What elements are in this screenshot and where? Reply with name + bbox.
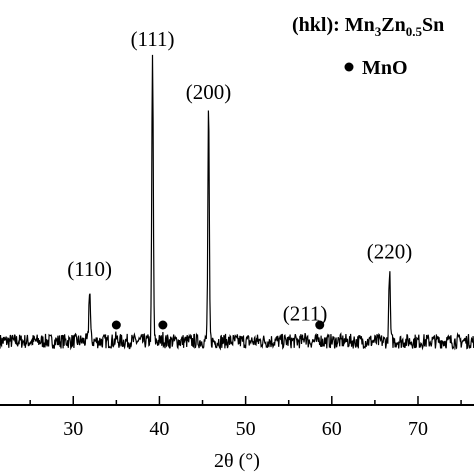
legend-dot-icon — [344, 62, 354, 72]
xrd-pattern — [0, 54, 474, 351]
x-tick-label: 50 — [236, 418, 256, 440]
x-tick-label: 40 — [149, 418, 169, 440]
x-axis-ticks: 30 40 50 60 70 — [29, 396, 462, 440]
peak-label: (111) — [131, 27, 175, 51]
impurity-markers — [111, 320, 325, 330]
x-tick-label: 60 — [322, 418, 342, 440]
mno-marker-icon — [111, 320, 121, 330]
legend-mno-label: MnO — [362, 57, 408, 79]
mno-marker-icon — [158, 320, 168, 330]
peak-labels: (110)(111)(200)(211)(220) — [67, 27, 412, 325]
xrd-series-line — [0, 54, 474, 351]
legend: (hkl): Mn3Zn0.5Sn MnO — [292, 14, 444, 79]
mno-marker-icon — [315, 320, 325, 330]
peak-label: (220) — [367, 239, 413, 263]
peak-label: (110) — [67, 257, 112, 281]
peak-label: (200) — [186, 80, 232, 104]
legend-hkl-label: (hkl): Mn3Zn0.5Sn — [292, 14, 444, 39]
x-axis-label: 2θ (°) — [214, 450, 260, 472]
x-tick-label: 70 — [408, 418, 428, 440]
x-tick-label: 30 — [63, 418, 83, 440]
